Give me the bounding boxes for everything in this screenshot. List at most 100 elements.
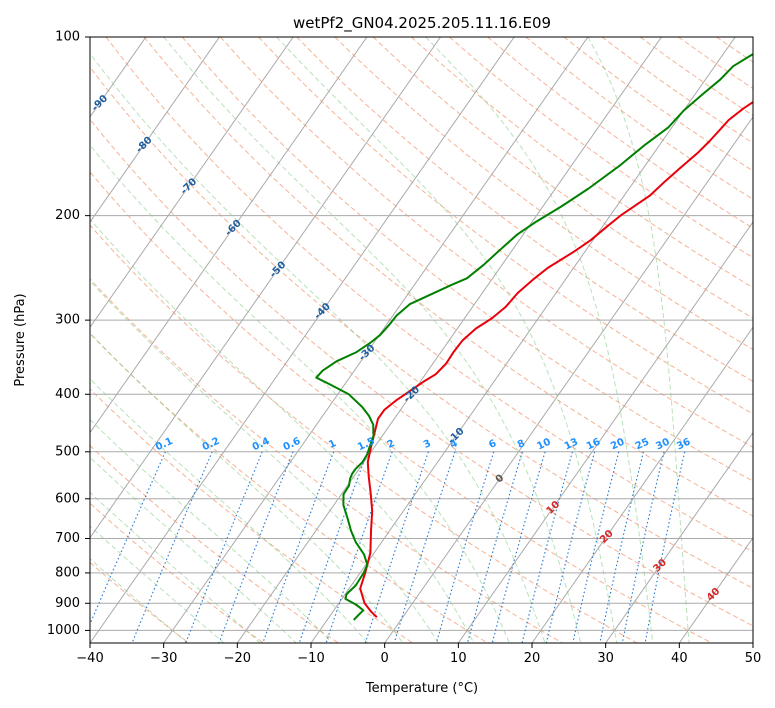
- mixing-ratio-line: [545, 451, 596, 643]
- dry-adiabat: [755, 37, 775, 643]
- isotherm: [90, 37, 220, 223]
- mixing-ratio-line: [572, 451, 620, 643]
- dry-adiabat: [90, 224, 638, 643]
- dry-adiabat: [487, 37, 753, 229]
- mixing-ratio-line: [298, 451, 368, 643]
- plot-frame: [89, 36, 754, 644]
- dry-adiabat: [678, 37, 753, 90]
- mixing-ratio-line: [90, 451, 166, 626]
- moist-adiabat: [90, 525, 225, 643]
- x-tick-label: −30: [150, 651, 177, 666]
- mixing-ratio-line: [644, 451, 686, 643]
- isotherm: [90, 37, 441, 539]
- x-tick-label: 10: [450, 651, 467, 666]
- chart-title: wetPf2_GN04.2025.205.11.16.E09: [293, 14, 551, 33]
- isotherm-label: -100: [43, 49, 69, 75]
- dry-adiabat: [639, 37, 753, 117]
- dry-adiabat: [143, 37, 753, 517]
- moist-adiabat: [90, 491, 261, 643]
- x-tick-label: 50: [745, 651, 762, 666]
- dry-adiabat: [90, 171, 712, 643]
- isotherm: [163, 37, 589, 643]
- dry-adiabat: [90, 444, 339, 643]
- y-tick-label: 900: [55, 596, 80, 611]
- dry-adiabat: [90, 561, 190, 643]
- moist-adiabat: [90, 144, 510, 643]
- mixing-ratio-line: [185, 451, 263, 643]
- y-tick-label: 600: [55, 491, 80, 506]
- isotherm: [90, 37, 368, 434]
- y-axis-label: Pressure (hPa): [13, 293, 28, 386]
- dry-adiabat: [90, 278, 563, 643]
- x-tick-label: −10: [297, 651, 324, 666]
- x-tick-label: 0: [381, 651, 389, 666]
- moist-adiabat: [90, 280, 439, 643]
- y-tick-label: 700: [55, 531, 80, 546]
- dry-adiabat: [90, 332, 488, 643]
- y-tick-label: 400: [55, 387, 80, 402]
- moist-adiabat: [276, 37, 618, 643]
- moist-adiabat: [90, 218, 475, 643]
- dry-adiabat: [334, 37, 753, 351]
- isotherm: [531, 326, 753, 643]
- mixing-ratio-label: 25: [634, 437, 651, 453]
- x-tick-label: 40: [671, 651, 688, 666]
- dry-adiabat: [90, 388, 414, 643]
- isotherm-label: -40: [312, 301, 333, 322]
- mixing-ratio-label: 1: [327, 438, 338, 451]
- isotherm: [310, 37, 736, 643]
- dry-adiabat: [449, 37, 753, 259]
- mixing-ratio-label: 36: [675, 437, 692, 453]
- mixing-ratio-line: [435, 451, 495, 643]
- dry-adiabat: [90, 66, 753, 589]
- mixing-ratio-line: [491, 451, 546, 643]
- moist-adiabat: [90, 332, 404, 643]
- mixing-ratio-line: [325, 451, 393, 643]
- mixing-ratio-label: 13: [563, 437, 580, 453]
- dry-adiabat: [90, 118, 753, 627]
- isotherm: [90, 37, 515, 643]
- mixing-ratio-line: [393, 451, 456, 643]
- x-axis-label: Temperature (°C): [365, 681, 478, 696]
- dry-adiabat: [410, 37, 753, 289]
- isotherm-label: 0: [494, 473, 507, 486]
- x-tick-label: −40: [76, 651, 103, 666]
- mixing-ratio-line: [621, 451, 665, 643]
- mixing-ratio-label: 8: [516, 438, 527, 451]
- moist-adiabat: [90, 52, 546, 643]
- y-tick-label: 500: [55, 444, 80, 459]
- profile-lines: [315, 53, 753, 621]
- isotherm: [752, 642, 753, 643]
- isotherm: [90, 37, 294, 329]
- moist-adiabat: [90, 418, 333, 643]
- isotherm-label: 10: [545, 499, 563, 517]
- mixing-ratio-line: [521, 451, 573, 643]
- isotherm: [605, 431, 753, 643]
- isotherm: [678, 536, 753, 643]
- mixing-ratio-label: 3: [422, 438, 433, 451]
- dry-adiabat: [372, 37, 753, 319]
- isotherm: [384, 115, 753, 643]
- mixing-ratio-label: 20: [609, 437, 626, 453]
- x-tick-label: 30: [597, 651, 614, 666]
- isotherm: [457, 221, 753, 643]
- x-tick-label: 20: [524, 651, 541, 666]
- isotherm-label: -80: [134, 135, 155, 156]
- mixing-ratio-line: [218, 451, 294, 643]
- temperature-line: [359, 100, 753, 618]
- mixing-ratio-label: 16: [585, 437, 602, 453]
- moist-adiabat: [90, 558, 188, 643]
- isopleth-labels: 0.1 0.2 0.4 0.6 1 1.5 2 3 4 6 8 10 13 16 20 25 30 36-100-…: [43, 49, 722, 604]
- mixing-ratio-label: 0.1: [154, 436, 175, 453]
- background-grid: [90, 37, 775, 643]
- mixing-ratio-line: [599, 451, 645, 643]
- mixing-ratio-label: 6: [487, 438, 498, 451]
- isotherm-label: -30: [357, 343, 378, 364]
- moist-adiabat: [90, 378, 368, 643]
- isotherm: [236, 37, 662, 643]
- mixing-ratio-label: 10: [535, 437, 552, 453]
- isotherm-label: -90: [90, 93, 111, 114]
- mixing-ratio-label: 4: [448, 438, 459, 451]
- isotherm-label: 20: [598, 528, 616, 546]
